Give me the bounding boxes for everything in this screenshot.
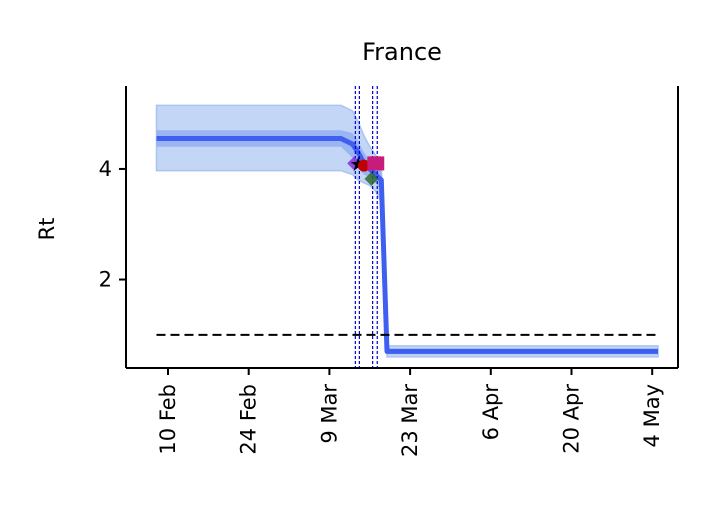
x-tick-label-5: 6 Apr [479, 384, 503, 441]
y-tick-label-4: 4 [99, 157, 112, 181]
marker-6 [370, 156, 385, 171]
marker-4 [364, 171, 379, 186]
y-tick-label-2: 2 [99, 268, 112, 292]
y-axis-label: Rt [35, 218, 59, 241]
x-tick-label-3: 9 Mar [317, 384, 341, 444]
marker-2 [350, 156, 366, 171]
x-tick-label-7: 4 May [640, 384, 664, 447]
x-tick-label-2: 24 Feb [237, 384, 261, 455]
plot-area [155, 86, 659, 368]
median-line [156, 136, 658, 354]
marker-3 [357, 159, 370, 172]
chart-title: France [362, 38, 442, 66]
x-tick-label-6: 20 Apr [560, 384, 584, 454]
axes: 2 4 10 Feb 24 Feb 9 Mar 23 Mar 6 Apr 20 Apr 4 Ma… [99, 86, 679, 457]
x-tick-label-1: 10 Feb [156, 384, 180, 455]
x-tick-label-4: 23 Mar [398, 384, 422, 457]
